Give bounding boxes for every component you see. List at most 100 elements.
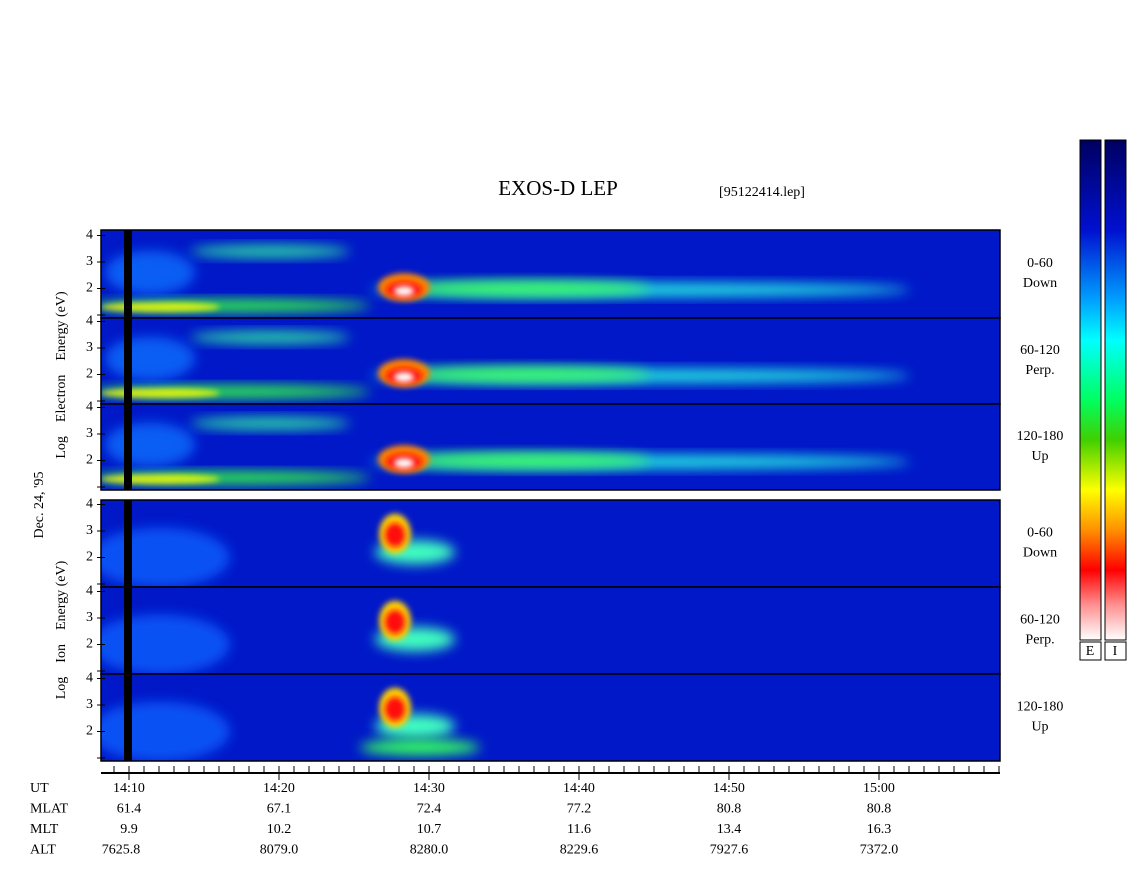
flux-feature [394,286,414,297]
species-label: Log Electron Energy (eV) [54,291,69,459]
axis-row-value: 10.2 [267,822,292,837]
panel-background [101,674,1000,761]
title: EXOS-D LEP [498,176,618,200]
flux-feature [394,458,414,469]
flux-feature [390,452,650,469]
pitch-direction: Up [1031,720,1048,735]
y-tick-label: 4 [86,584,93,599]
axis-row-value: 7372.0 [860,843,899,858]
data-gap [124,587,132,674]
species-label-part: Log [54,436,69,459]
y-tick-label: 2 [86,550,93,565]
axis-row-value: 14:50 [713,781,745,796]
axis-row-value: 7927.6 [710,843,749,858]
y-tick-label: 3 [86,610,93,625]
y-tick-label: 3 [86,340,93,355]
y-tick-label: 2 [86,367,93,382]
data-gap [124,404,132,490]
axis-row-value: 13.4 [717,822,742,837]
axis-row-value: 80.8 [867,802,892,817]
flux-feature [360,739,480,756]
flux-feature [385,696,405,721]
axis-row-value: 77.2 [567,802,592,817]
spectrogram-panel [101,587,1000,674]
panel-frame [100,673,1001,762]
flux-feature [101,474,220,485]
axis-row-value: 10.7 [417,822,442,837]
colorbar-label: I [1113,644,1118,659]
date-label: Dec. 24, '95 [32,471,47,538]
pitch-direction: Down [1023,546,1057,561]
axis-row-value: 67.1 [267,802,292,817]
y-tick-label: 4 [86,497,93,512]
pitch-direction: Perp. [1025,363,1054,378]
pitch-range: 0-60 [1027,526,1053,541]
species-label-part: Log [54,677,69,700]
flux-feature [105,250,195,295]
data-gap [124,500,132,587]
file-name: [95122414.lep] [719,185,805,200]
pitch-range: 0-60 [1027,256,1053,271]
axis-row-label: MLAT [30,802,69,817]
y-tick-label: 2 [86,281,93,296]
axis-row-value: 61.4 [117,802,142,817]
axis-row-label: MLT [30,822,59,837]
data-gap [124,318,132,404]
data-gap [124,674,132,761]
pitch-range: 60-120 [1020,343,1060,358]
axis-row-value: 15:00 [863,781,895,796]
axis-row-value: 14:30 [413,781,445,796]
y-tick-label: 2 [86,724,93,739]
species-label-part: Ion [54,644,69,663]
y-tick-label: 3 [86,523,93,538]
flux-feature [190,245,350,258]
pitch-direction: Perp. [1025,633,1054,648]
spectrogram-panel [101,230,1000,318]
pitch-direction: Down [1023,276,1057,291]
flux-feature [190,331,350,344]
flux-feature [385,522,405,547]
axis-row-value: 11.6 [567,822,591,837]
y-tick-label: 3 [86,254,93,269]
species-label-part: Electron [54,375,69,422]
pitch-range: 60-120 [1020,613,1060,628]
flux-feature [105,336,195,381]
flux-feature [101,302,220,313]
panel-background [101,500,1000,587]
colorbar-label-box [1104,641,1127,661]
pitch-direction: Up [1031,449,1048,464]
species-label-part: Energy (eV) [54,560,69,630]
flux-feature [390,280,650,297]
axis-row-value: 8229.6 [560,843,599,858]
colorbars: E I [1079,139,1127,661]
y-tick-label: 2 [86,637,93,652]
colorbar-label-box [1079,641,1102,661]
y-tick-label: 2 [86,453,93,468]
axis-row-value: 8280.0 [410,843,449,858]
flux-feature [105,422,195,467]
species-label-part: Energy (eV) [54,291,69,361]
axis-row-value: 14:20 [263,781,295,796]
axis-row-value: 8079.0 [260,843,299,858]
axis-row-value: 14:40 [563,781,595,796]
flux-feature [101,701,230,761]
panel-frame [100,403,1001,491]
axis-row-value: 14:10 [113,781,145,796]
colorbar [1104,139,1127,641]
y-tick-label: 3 [86,426,93,441]
axis-row-value: 80.8 [717,802,742,817]
pitch-range: 120-180 [1017,429,1064,444]
axis-row-value: 72.4 [417,802,442,817]
spectrogram-panel [101,404,1000,490]
y-tick-label: 4 [86,228,93,243]
axis-row-value: 16.3 [867,822,892,837]
y-tick-label: 4 [86,314,93,329]
data-gap [124,230,132,318]
y-tick-label: 4 [86,400,93,415]
axis-row-value: 9.9 [120,822,138,837]
colorbar [1079,139,1102,641]
flux-feature [101,614,230,674]
axis-row-label: ALT [30,843,56,858]
axis-row-label: UT [30,781,49,796]
